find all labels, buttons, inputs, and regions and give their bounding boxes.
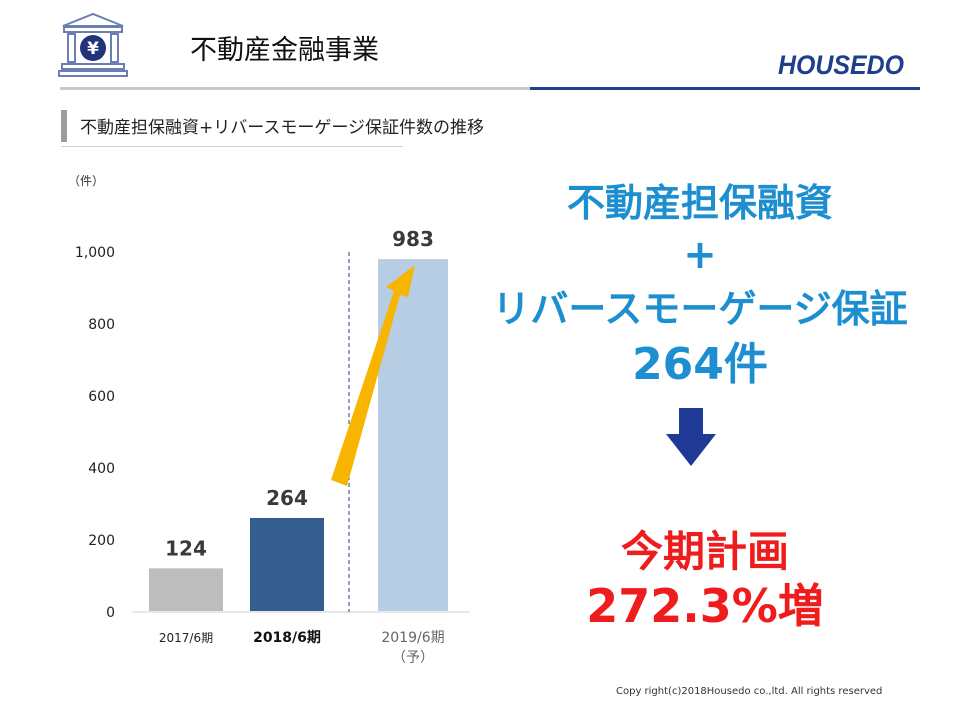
subtitle-marker — [61, 110, 67, 142]
y-tick-label: 600 — [88, 389, 115, 405]
bar-2018/6期 — [248, 515, 326, 613]
down-arrow-icon — [666, 408, 716, 466]
x-axis-labels: 2017/6期 2018/6期 2019/6期 （予） — [159, 630, 445, 666]
growth-arrow-shape — [331, 265, 415, 486]
y-tick-label: 1,000 — [75, 245, 115, 261]
y-axis-ticks: 0 200 400 600 800 1,000 — [75, 245, 115, 621]
y-tick-label: 800 — [88, 317, 115, 333]
headline-line1: 不動産担保融資 — [566, 181, 833, 225]
plan-growth-rate: 272.3%増 — [586, 579, 824, 633]
headline-line2: リバースモーゲージ保証 — [492, 287, 908, 331]
value-label: 264 — [266, 486, 308, 510]
section-subtitle: 不動産担保融資+リバースモーゲージ保証件数の推移 — [80, 118, 485, 138]
bank-yen-icon: ¥ — [58, 12, 128, 77]
bar-2019/6期 — [376, 257, 450, 614]
headline-count: 264件 — [632, 339, 768, 390]
x-tick-label: 2017/6期 — [159, 631, 213, 645]
y-tick-label: 200 — [88, 533, 115, 549]
header-divider — [60, 87, 920, 90]
value-label: 983 — [392, 227, 434, 251]
bar-chart: （件） 0 200 400 600 800 1,000 124 264 983 2017/6期… — [68, 174, 470, 666]
x-tick-label: 2019/6期 — [381, 630, 444, 646]
plan-label: 今期計画 — [620, 527, 789, 576]
x-tick-label: 2018/6期 — [253, 630, 321, 646]
housedo-logo: HOUSEDO — [778, 50, 904, 80]
growth-arrow — [331, 265, 415, 486]
page-title: 不動産金融事業 — [190, 35, 379, 66]
y-tick-label: 0 — [106, 605, 115, 621]
yen-symbol: ¥ — [87, 39, 99, 59]
headline-plus: + — [683, 232, 717, 278]
copyright-notice: Copy right(c)2018Housedo co.,ltd. All ri… — [616, 686, 883, 697]
bars — [147, 257, 450, 614]
value-labels: 124 264 983 — [165, 227, 434, 560]
subtitle-divider — [61, 146, 403, 147]
bar-2017/6期 — [147, 566, 225, 613]
svg-text:HOUSEDO: HOUSEDO — [778, 50, 904, 80]
x-tick-sublabel: （予） — [392, 650, 434, 666]
y-unit-label: （件） — [68, 174, 104, 188]
y-tick-label: 400 — [88, 461, 115, 477]
value-label: 124 — [165, 536, 207, 560]
